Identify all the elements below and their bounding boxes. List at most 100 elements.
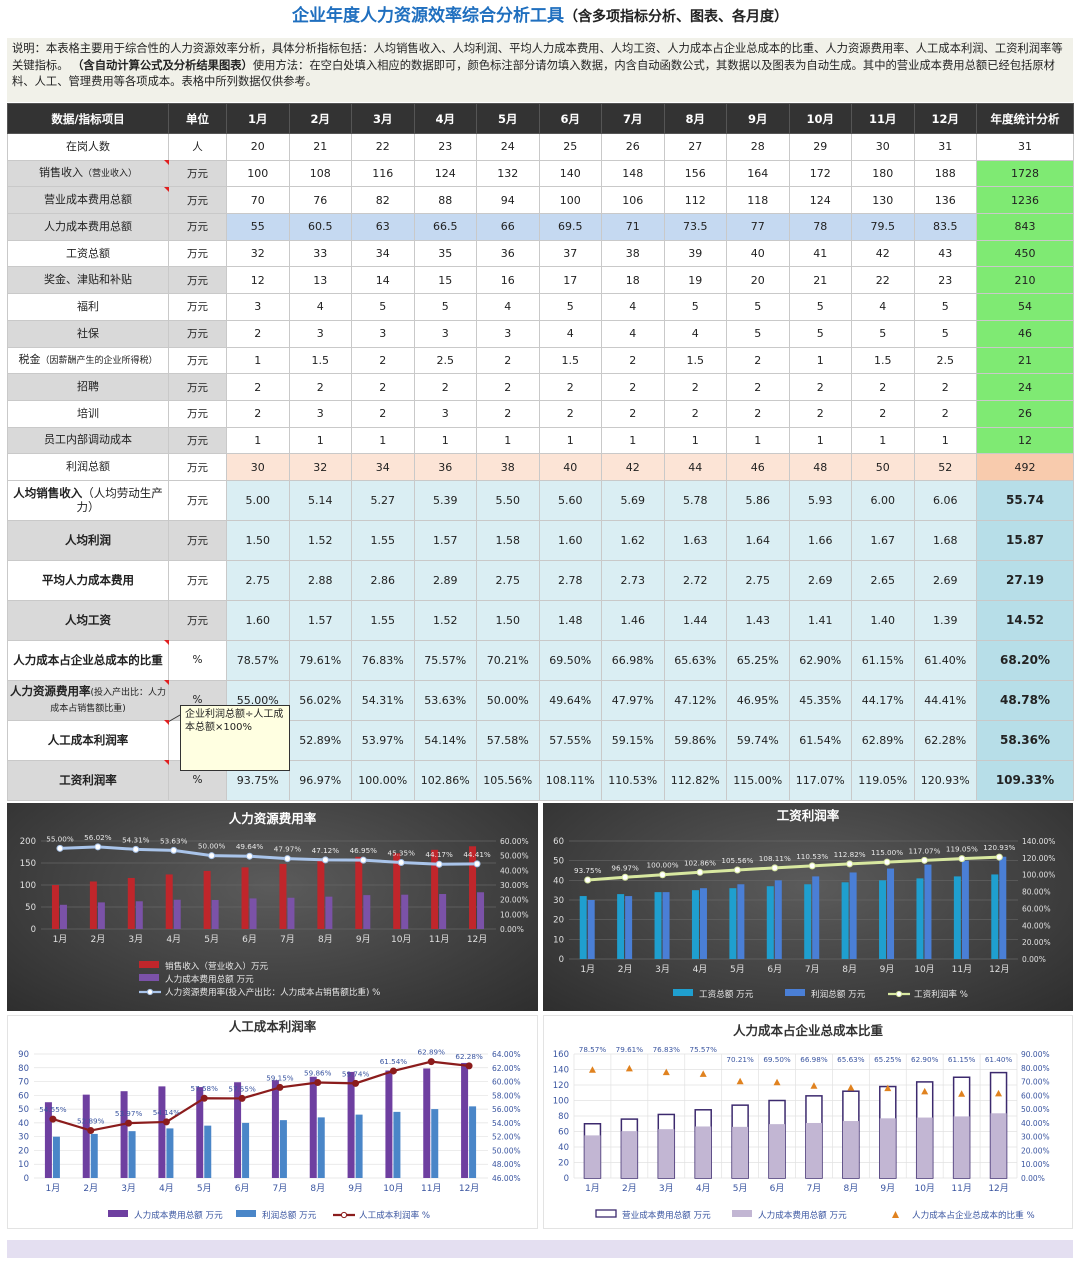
data-cell[interactable]: 15 [413, 266, 477, 295]
data-cell[interactable]: 1 [726, 426, 790, 455]
data-cell[interactable]: 39 [663, 239, 727, 268]
data-cell[interactable]: 1 [538, 426, 602, 455]
data-cell[interactable]: 3 [288, 399, 352, 428]
data-cell[interactable]: 19 [663, 266, 727, 295]
data-cell[interactable]: 2 [288, 373, 352, 401]
data-cell[interactable]: 2.5 [413, 346, 477, 375]
data-cell[interactable]: 34 [351, 239, 415, 268]
data-cell[interactable]: 1 [476, 426, 540, 455]
data-cell[interactable]: 83.5 [913, 213, 977, 241]
data-cell[interactable]: 124 [788, 186, 852, 215]
data-cell[interactable]: 5 [726, 293, 790, 321]
data-cell[interactable]: 22 [351, 133, 415, 161]
data-cell[interactable]: 29 [788, 133, 852, 161]
data-cell[interactable]: 5 [788, 293, 852, 321]
data-cell[interactable]: 73.5 [663, 213, 727, 241]
data-cell[interactable]: 3 [351, 319, 415, 348]
data-cell[interactable]: 32 [226, 239, 290, 268]
data-cell[interactable]: 2 [913, 399, 977, 428]
data-cell[interactable]: 100 [538, 186, 602, 215]
data-cell[interactable]: 1 [288, 426, 352, 455]
data-cell[interactable]: 16 [476, 266, 540, 295]
data-cell[interactable]: 66.5 [413, 213, 477, 241]
data-cell[interactable]: 2 [663, 373, 727, 401]
data-cell[interactable]: 14 [351, 266, 415, 295]
data-cell[interactable]: 21 [788, 266, 852, 295]
data-cell[interactable]: 20 [226, 133, 290, 161]
data-cell[interactable]: 2 [226, 399, 290, 428]
data-cell[interactable]: 40 [726, 239, 790, 268]
data-cell[interactable]: 2 [538, 373, 602, 401]
data-cell[interactable]: 2 [351, 373, 415, 401]
data-cell[interactable]: 2 [851, 373, 915, 401]
data-cell[interactable]: 24 [476, 133, 540, 161]
data-cell[interactable]: 2 [351, 399, 415, 428]
data-cell[interactable]: 112 [663, 186, 727, 215]
data-cell[interactable]: 3 [288, 319, 352, 348]
data-cell[interactable]: 2.5 [913, 346, 977, 375]
data-cell[interactable]: 2 [476, 399, 540, 428]
data-cell[interactable]: 1 [788, 346, 852, 375]
comment-marker[interactable] [163, 186, 169, 192]
data-cell[interactable]: 70 [226, 186, 290, 215]
data-cell[interactable]: 116 [351, 159, 415, 188]
data-cell[interactable]: 4 [538, 319, 602, 348]
data-cell[interactable]: 76 [288, 186, 352, 215]
data-cell[interactable]: 5 [913, 293, 977, 321]
data-cell[interactable]: 2 [601, 346, 665, 375]
comment-marker[interactable] [163, 680, 169, 686]
data-cell[interactable]: 1 [226, 346, 290, 375]
data-cell[interactable]: 1 [851, 426, 915, 455]
data-cell[interactable]: 1 [351, 426, 415, 455]
data-cell[interactable]: 2 [788, 399, 852, 428]
data-cell[interactable]: 1.5 [288, 346, 352, 375]
data-cell[interactable]: 148 [601, 159, 665, 188]
data-cell[interactable]: 36 [476, 239, 540, 268]
data-cell[interactable]: 5 [663, 293, 727, 321]
data-cell[interactable]: 26 [601, 133, 665, 161]
data-cell[interactable]: 136 [913, 186, 977, 215]
data-cell[interactable]: 2 [788, 373, 852, 401]
data-cell[interactable]: 1 [226, 426, 290, 455]
data-cell[interactable]: 1 [663, 426, 727, 455]
data-cell[interactable]: 156 [663, 159, 727, 188]
data-cell[interactable]: 108 [288, 159, 352, 188]
data-cell[interactable]: 2 [726, 373, 790, 401]
data-cell[interactable]: 5 [913, 319, 977, 348]
data-cell[interactable]: 4 [851, 293, 915, 321]
data-cell[interactable]: 79.5 [851, 213, 915, 241]
data-cell[interactable]: 124 [413, 159, 477, 188]
data-cell[interactable]: 25 [538, 133, 602, 161]
data-cell[interactable]: 30 [851, 133, 915, 161]
data-cell[interactable]: 5 [538, 293, 602, 321]
data-cell[interactable]: 23 [913, 266, 977, 295]
data-cell[interactable]: 100 [226, 159, 290, 188]
data-cell[interactable]: 55 [226, 213, 290, 241]
data-cell[interactable]: 66 [476, 213, 540, 241]
data-cell[interactable]: 1 [413, 426, 477, 455]
data-cell[interactable]: 164 [726, 159, 790, 188]
data-cell[interactable]: 1 [913, 426, 977, 455]
data-cell[interactable]: 41 [788, 239, 852, 268]
data-cell[interactable]: 2 [913, 373, 977, 401]
data-cell[interactable]: 180 [851, 159, 915, 188]
data-cell[interactable]: 2 [351, 346, 415, 375]
data-cell[interactable]: 94 [476, 186, 540, 215]
comment-marker[interactable] [163, 160, 169, 166]
data-cell[interactable]: 1.5 [663, 346, 727, 375]
data-cell[interactable]: 2 [538, 399, 602, 428]
data-cell[interactable]: 38 [601, 239, 665, 268]
data-cell[interactable]: 2 [601, 399, 665, 428]
data-cell[interactable]: 33 [288, 239, 352, 268]
data-cell[interactable]: 2 [476, 373, 540, 401]
data-cell[interactable]: 60.5 [288, 213, 352, 241]
data-cell[interactable]: 5 [413, 293, 477, 321]
data-cell[interactable]: 118 [726, 186, 790, 215]
comment-marker[interactable] [163, 640, 169, 646]
data-cell[interactable]: 23 [413, 133, 477, 161]
data-cell[interactable]: 12 [226, 266, 290, 295]
data-cell[interactable]: 18 [601, 266, 665, 295]
data-cell[interactable]: 2 [476, 346, 540, 375]
data-cell[interactable]: 42 [851, 239, 915, 268]
data-cell[interactable]: 28 [726, 133, 790, 161]
